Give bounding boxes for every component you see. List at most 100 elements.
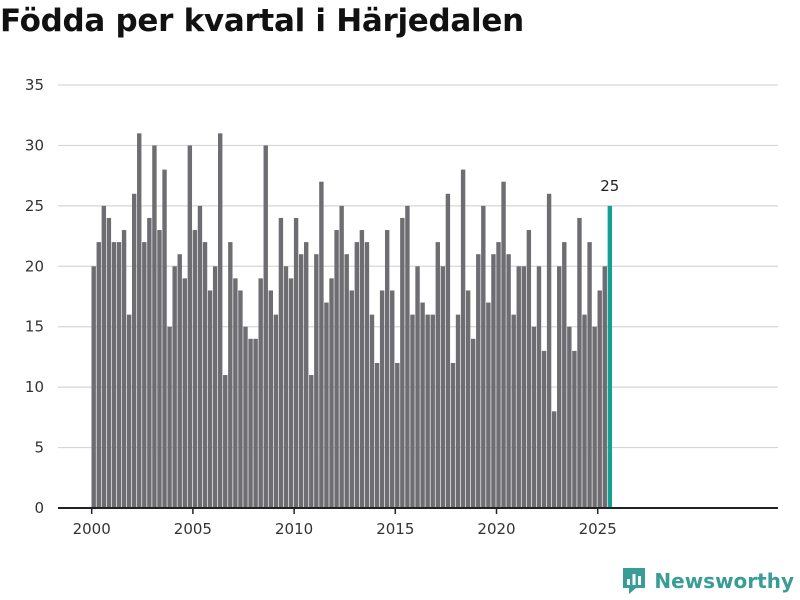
newsworthy-logo-icon — [623, 568, 646, 594]
bar-2000-q4 — [106, 217, 112, 508]
bar-2011-q3 — [324, 302, 329, 508]
bar-2012-q3 — [344, 254, 349, 508]
bar-2006-q2 — [218, 133, 223, 508]
bar-2024-q3 — [587, 242, 592, 509]
bar-2017-q4 — [450, 362, 456, 508]
bar-2006-q4 — [228, 242, 233, 509]
y-tick-label-20: 20 — [25, 257, 44, 275]
bar-2014-q1 — [374, 362, 380, 508]
bar-2020-q4 — [511, 314, 516, 508]
bar-2005-q3 — [202, 242, 208, 509]
data-labels: 25 — [600, 177, 619, 195]
x-tick-label-2020: 2020 — [477, 520, 515, 538]
bar-2014-q2 — [379, 290, 385, 508]
y-tick-label-5: 5 — [34, 439, 44, 457]
bar-2019-q4 — [491, 254, 496, 508]
bar-2002-q1 — [131, 193, 137, 508]
bar-2025-q1 — [597, 290, 602, 508]
bar-2022-q4 — [551, 411, 557, 508]
bar-2018-q2 — [460, 169, 466, 508]
bar-2007-q3 — [243, 326, 248, 508]
bar-2013-q3 — [364, 242, 370, 509]
bar-2003-q4 — [167, 326, 172, 508]
bar-2010-q4 — [309, 375, 314, 508]
bar-2005-q2 — [197, 205, 203, 509]
bar-2011-q4 — [329, 278, 334, 508]
bar-2000-q3 — [101, 205, 107, 509]
bar-2024-q1 — [577, 217, 582, 508]
x-tick-label-2015: 2015 — [376, 520, 414, 538]
bar-2008-q1 — [253, 338, 258, 508]
x-tick-label-2005: 2005 — [174, 520, 212, 538]
bar-2003-q2 — [157, 230, 162, 508]
bar-2007-q2 — [238, 290, 243, 508]
bar-2017-q3 — [445, 193, 451, 508]
bar-2025-q3 — [607, 205, 613, 509]
bar-2015-q4 — [410, 314, 415, 508]
y-axis-ticks: 0 5 10 15 20 25 30 35 — [25, 76, 44, 517]
bar-2013-q4 — [369, 314, 375, 508]
bar-2011-q1 — [314, 254, 319, 508]
bar-2001-q4 — [126, 314, 132, 508]
bar-2016-q1 — [415, 266, 420, 508]
bar-2001-q1 — [111, 242, 117, 509]
bar-2012-q2 — [339, 205, 344, 509]
bar-2023-q4 — [572, 350, 577, 508]
bar-2019-q1 — [476, 254, 481, 508]
bar-2010-q1 — [293, 217, 299, 508]
bar-2003-q1 — [152, 145, 157, 508]
y-tick-label-35: 35 — [25, 76, 44, 94]
bar-2024-q2 — [582, 314, 587, 508]
bar-2020-q2 — [501, 181, 506, 508]
newsworthy-logo[interactable]: Newsworthy — [621, 566, 794, 596]
bar-2016-q2 — [420, 302, 425, 508]
bar-2019-q3 — [486, 302, 491, 508]
bar-2014-q3 — [384, 230, 390, 508]
bar-2016-q4 — [430, 314, 435, 508]
bar-2018-q3 — [465, 290, 471, 508]
x-tick-label-2025: 2025 — [579, 520, 617, 538]
bar-2021-q4 — [531, 326, 537, 508]
bar-2017-q2 — [440, 266, 446, 508]
bar-2002-q2 — [137, 133, 142, 508]
bar-2020-q3 — [506, 254, 511, 508]
bar-2002-q4 — [147, 217, 152, 508]
bars — [91, 133, 613, 509]
bar-2018-q4 — [471, 338, 476, 508]
newsworthy-logo-text: Newsworthy — [654, 569, 794, 593]
bar-2022-q3 — [546, 193, 552, 508]
bar-2000-q2 — [96, 242, 101, 509]
bar-2015-q1 — [395, 362, 400, 508]
bar-2008-q4 — [268, 290, 273, 508]
bar-2002-q3 — [142, 242, 147, 509]
bar-2012-q1 — [334, 230, 339, 508]
bar-2007-q4 — [248, 338, 253, 508]
bar-2022-q2 — [541, 350, 547, 508]
bar-2022-q1 — [536, 266, 542, 508]
bar-2005-q4 — [207, 290, 213, 508]
bar-2006-q1 — [212, 266, 218, 508]
bar-2021-q2 — [521, 266, 526, 508]
bar-2023-q1 — [557, 266, 562, 508]
bar-2004-q2 — [177, 254, 182, 508]
bar-2023-q3 — [567, 326, 572, 508]
bar-2004-q1 — [172, 266, 177, 508]
bar-2007-q1 — [233, 278, 238, 508]
y-tick-label-10: 10 — [25, 378, 44, 396]
y-tick-label-0: 0 — [34, 499, 44, 517]
bar-2004-q3 — [182, 278, 187, 508]
x-tick-label-2000: 2000 — [73, 520, 111, 538]
bar-2010-q3 — [304, 242, 309, 509]
bar-2023-q2 — [562, 242, 567, 509]
bar-2006-q3 — [223, 375, 228, 508]
bar-2013-q2 — [359, 230, 365, 508]
bar-2013-q1 — [354, 242, 360, 509]
bar-2024-q4 — [592, 326, 597, 508]
bar-2015-q2 — [400, 217, 405, 508]
bar-2016-q3 — [425, 314, 430, 508]
bar-2015-q3 — [405, 205, 410, 509]
bar-2008-q2 — [258, 278, 263, 508]
bar-2000-q1 — [91, 266, 96, 508]
bar-2003-q3 — [162, 169, 167, 508]
